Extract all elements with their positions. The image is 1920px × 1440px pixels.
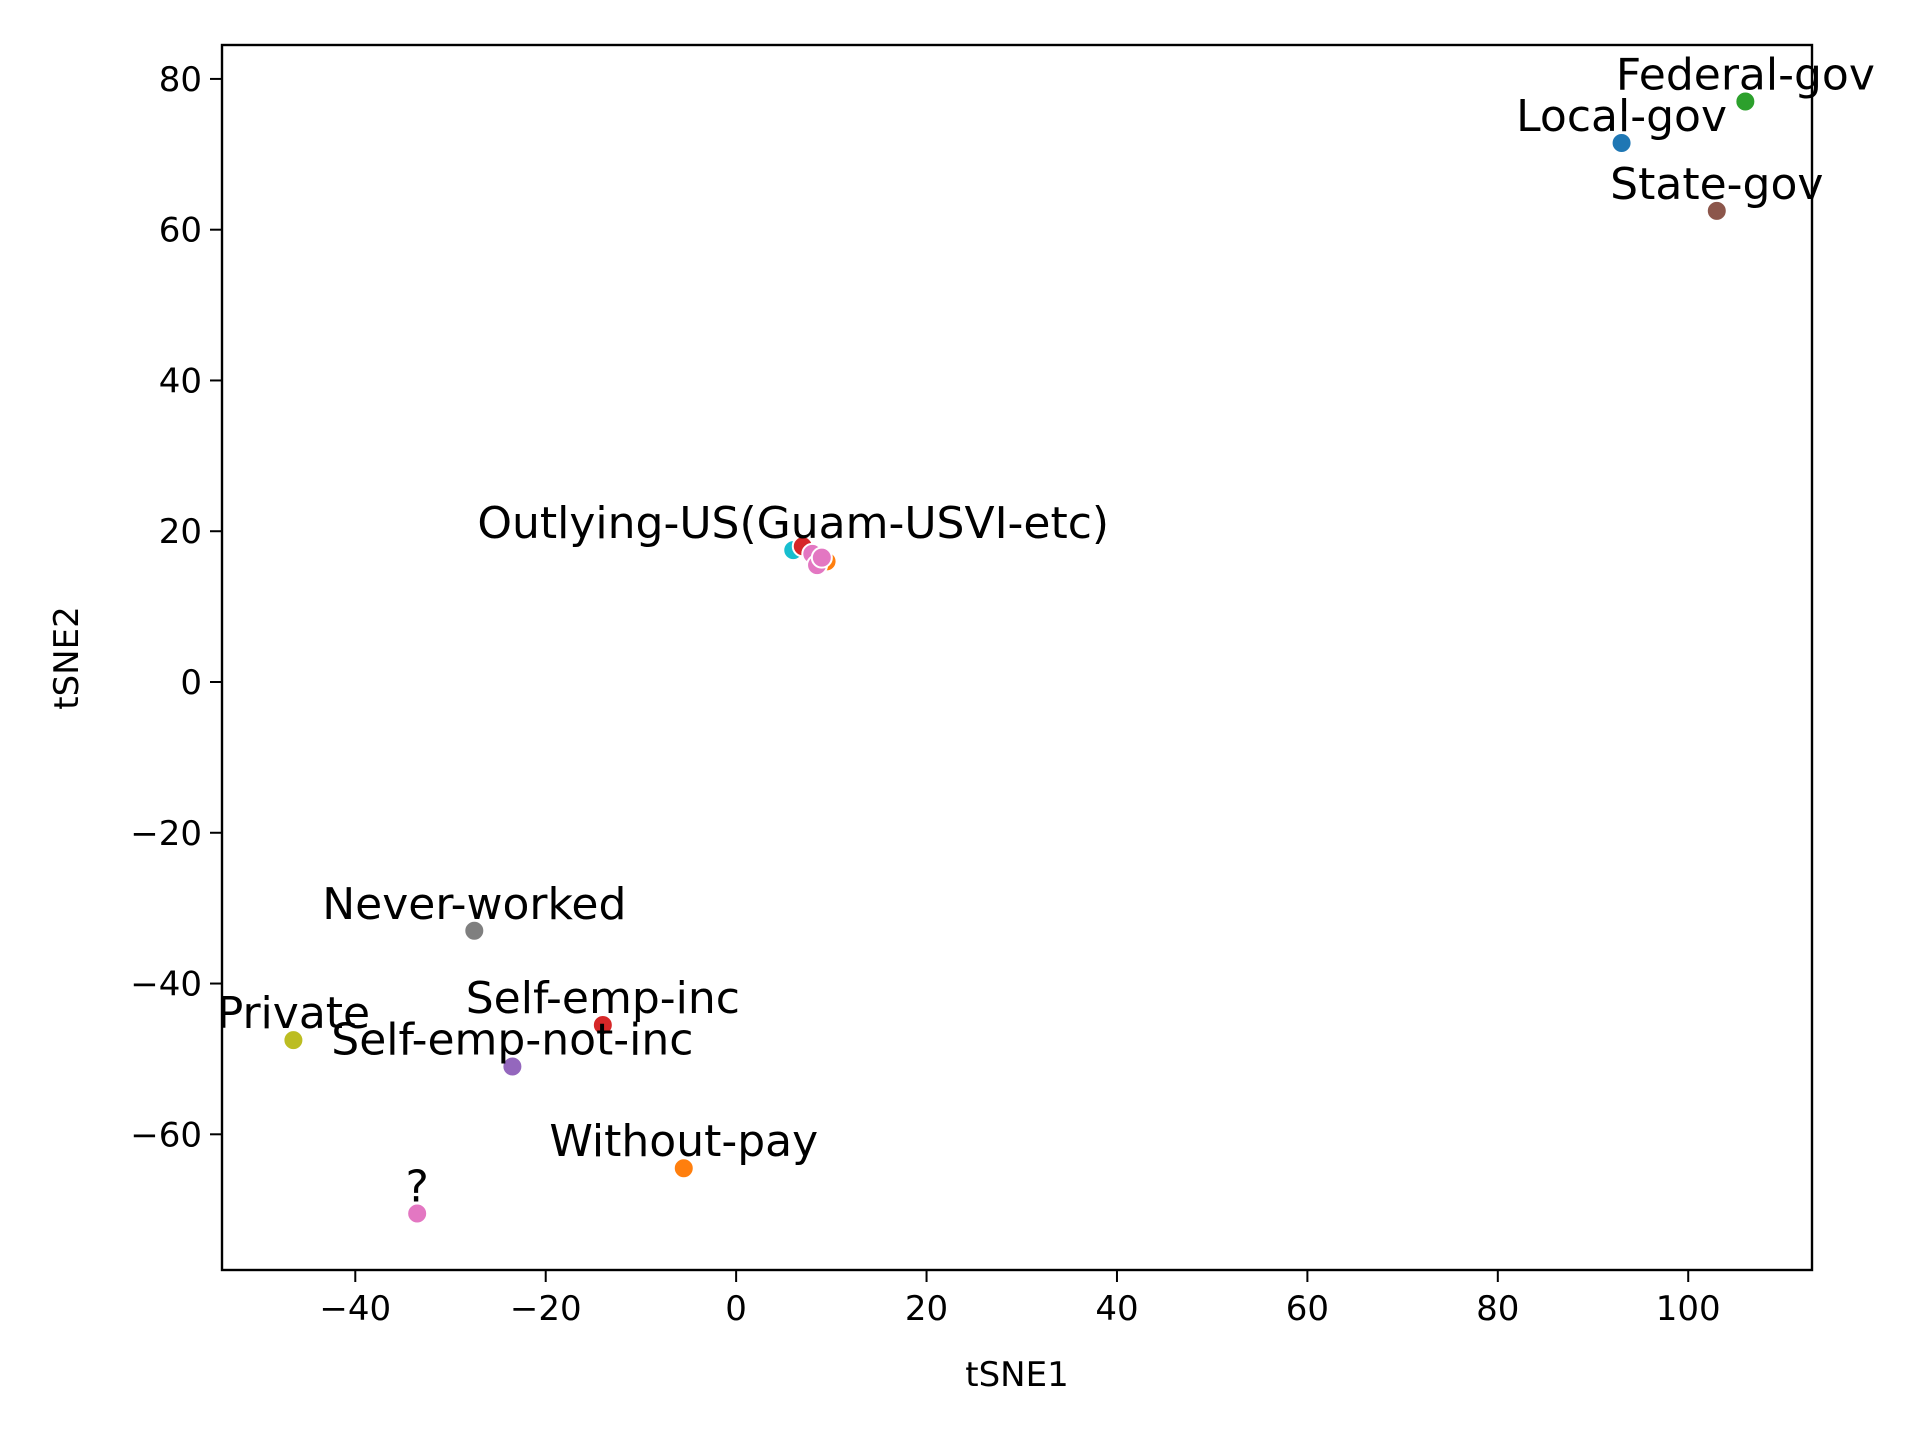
x-tick-label: 40 [1095, 1289, 1138, 1329]
plot-area [220, 43, 1814, 1272]
y-axis-ticks: −60 −40 −20 0 20 40 60 80 [130, 60, 222, 1155]
y-tick-label: 80 [159, 60, 202, 100]
point-label: Self-emp-not-inc [331, 1014, 693, 1065]
data-point [501, 1055, 524, 1078]
x-tick-label: 100 [1656, 1289, 1721, 1329]
data-point [1610, 132, 1633, 154]
y-tick-label: 60 [159, 211, 202, 251]
point-label: State-gov [1610, 159, 1823, 210]
x-tick-label: 20 [905, 1289, 948, 1329]
x-axis-ticks: −40 −20 0 20 40 60 80 100 [319, 1270, 1721, 1329]
x-tick-label: 80 [1476, 1289, 1519, 1329]
point-label: Self-emp-inc [466, 973, 740, 1024]
point-label: Federal-gov [1616, 50, 1875, 101]
data-point [282, 1029, 305, 1052]
plot-frame [220, 43, 1814, 1272]
x-axis-title: tSNE1 [965, 1355, 1068, 1395]
y-tick-label: 20 [159, 512, 202, 552]
y-axis-title: tSNE2 [47, 606, 87, 709]
point-label: Never-worked [322, 879, 626, 930]
y-tick-label: −20 [130, 814, 202, 854]
data-point [810, 546, 833, 569]
x-tick-label: 0 [725, 1289, 747, 1329]
point-label: Local-gov [1516, 91, 1727, 142]
y-tick-label: −40 [130, 965, 202, 1005]
point-label: Without-pay [549, 1116, 818, 1167]
x-tick-label: −40 [319, 1289, 391, 1329]
point-label: ? [405, 1161, 428, 1212]
data-point [1734, 90, 1757, 113]
x-tick-label: −20 [510, 1289, 582, 1329]
data-point [463, 919, 486, 942]
point-label: Private [217, 988, 370, 1039]
y-tick-label: −60 [130, 1115, 202, 1155]
y-tick-label: 0 [180, 663, 202, 703]
point-label: Outlying-US(Guam-USVI-etc) [477, 498, 1109, 549]
x-tick-label: 60 [1286, 1289, 1329, 1329]
data-point [1705, 199, 1728, 222]
data-point [672, 1157, 695, 1180]
data-point [406, 1202, 429, 1225]
data-points [282, 90, 1757, 1225]
data-point [591, 1014, 614, 1036]
y-tick-label: 40 [159, 361, 202, 401]
